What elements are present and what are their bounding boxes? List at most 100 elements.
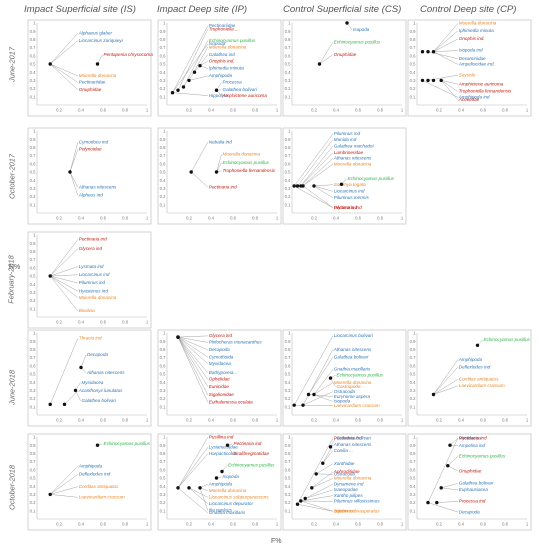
y-tick-label: 0.5 bbox=[160, 62, 166, 67]
y-tick-label: 0.8 bbox=[30, 249, 36, 254]
species-label: Conilia ... bbox=[334, 448, 353, 453]
leader-line bbox=[177, 336, 208, 380]
y-tick-label: 0.7 bbox=[30, 153, 36, 158]
x-tick-label: 0.6 bbox=[480, 418, 486, 423]
y-tick-label: 0.6 bbox=[160, 53, 166, 58]
species-label: Echinocyamus pusillus bbox=[459, 454, 506, 459]
leader-line bbox=[433, 359, 458, 395]
leader-line bbox=[199, 487, 209, 511]
data-point bbox=[314, 472, 318, 476]
leader-line bbox=[427, 438, 459, 503]
x-tick-label: 0.8 bbox=[122, 418, 128, 423]
data-point bbox=[295, 184, 300, 188]
x-tick-label: 0.4 bbox=[78, 522, 84, 527]
leader-line bbox=[433, 51, 458, 65]
panel-frame bbox=[282, 127, 407, 225]
y-tick-label: 0.3 bbox=[160, 186, 166, 191]
species-label: Pentapenia chrysocoma bbox=[104, 52, 154, 57]
y-tick-label: 1 bbox=[288, 21, 291, 26]
y-tick-label: 0.4 bbox=[285, 380, 291, 385]
x-tick-label: 0.2 bbox=[186, 216, 192, 221]
y-tick-label: 0.9 bbox=[410, 443, 416, 448]
y-tick-label: 0.8 bbox=[160, 37, 166, 42]
species-label: Galathea bolivari bbox=[459, 481, 494, 486]
y-tick-label: 0.4 bbox=[160, 178, 166, 183]
leader-line bbox=[308, 357, 333, 395]
species-label: Bathyporeia... bbox=[209, 370, 237, 375]
species-label: Sigalionidae bbox=[209, 392, 234, 397]
x-tick-label: 0.4 bbox=[208, 418, 214, 423]
species-label: Decapoda bbox=[209, 347, 230, 352]
species-label: Amphictene auricoma bbox=[458, 81, 504, 86]
y-tick-label: 0.9 bbox=[30, 29, 36, 34]
species-label: Athanas nitescens bbox=[333, 347, 372, 352]
y-tick-label: 0.8 bbox=[285, 451, 291, 456]
panel-frame bbox=[407, 329, 532, 427]
panel-IS-Oct18: 0.1 0.2 0.3 0.4 0.5 0.6 0.7 0.8 0.9 1 0.2 0.4 0.6 0.8… bbox=[27, 433, 152, 531]
x-tick-label: 0.4 bbox=[208, 108, 214, 113]
panel-CS-Jun17: 0.1 0.2 0.3 0.4 0.5 0.6 0.7 0.8 0.9 1 0.2 0.4 0.6 0.8… bbox=[282, 19, 407, 117]
leader-line bbox=[433, 50, 458, 52]
y-tick-label: 0.9 bbox=[30, 443, 36, 448]
species-label: Alphaeus glaber bbox=[78, 30, 113, 35]
leader-line bbox=[177, 336, 208, 358]
leader-line bbox=[50, 239, 78, 277]
y-tick-label: 0.9 bbox=[285, 29, 291, 34]
species-label: Liocarcinus zariquieyi bbox=[79, 38, 124, 43]
species-label: Moerella donacina bbox=[334, 161, 372, 166]
y-tick-label: 0.6 bbox=[285, 363, 291, 368]
species-label: Echinocyamus pusillus bbox=[348, 176, 395, 181]
species-label: Cymodoce ind bbox=[79, 139, 109, 144]
data-point bbox=[420, 78, 425, 83]
data-point bbox=[181, 85, 186, 89]
y-tick-label: 0.3 bbox=[285, 492, 291, 497]
species-label: Echinocyamus pusillus bbox=[484, 337, 531, 342]
species-label: Bittium ind bbox=[334, 508, 356, 513]
x-tick-label: 1 bbox=[146, 418, 149, 423]
y-tick-label: 0.4 bbox=[160, 70, 166, 75]
y-tick-label: 0.7 bbox=[285, 45, 291, 50]
y-tick-label: 1 bbox=[33, 331, 36, 336]
species-label: Echinocyamus pusillus bbox=[223, 160, 270, 165]
leader-line bbox=[194, 54, 208, 73]
species-label: Moerella donacina bbox=[223, 152, 261, 157]
species-label: Onophis ind. bbox=[459, 36, 485, 41]
x-tick-label: 0.2 bbox=[311, 108, 317, 113]
species-label: Liocarcinus ind bbox=[334, 189, 365, 194]
y-tick-label: 1 bbox=[288, 129, 291, 134]
leader-line bbox=[50, 63, 78, 83]
x-tick-label: 1 bbox=[276, 216, 279, 221]
leader-line bbox=[322, 450, 333, 464]
y-tick-label: 0.8 bbox=[30, 451, 36, 456]
data-point bbox=[299, 499, 303, 503]
y-tick-label: 0.5 bbox=[285, 170, 291, 175]
x-tick-label: 0.4 bbox=[208, 216, 214, 221]
data-point bbox=[176, 335, 180, 339]
x-tick-label: 0.4 bbox=[458, 418, 464, 423]
y-tick-label: 0.9 bbox=[410, 29, 416, 34]
leader-line bbox=[50, 474, 78, 495]
leader-line bbox=[433, 38, 458, 52]
species-label: Alpheus ind bbox=[78, 193, 103, 198]
species-label: Acoetidae bbox=[458, 97, 480, 102]
species-label: Lysmata ind bbox=[79, 264, 104, 269]
data-point bbox=[345, 21, 349, 25]
species-label: Onuphidae bbox=[459, 468, 482, 473]
panel-IP-Jun17: 0.1 0.2 0.3 0.4 0.5 0.6 0.7 0.8 0.9 1 0.2 0.4 0.6 0.8… bbox=[157, 19, 282, 117]
data-point bbox=[295, 502, 300, 506]
species-label: Processa bbox=[223, 80, 243, 85]
species-label: Glycera ind bbox=[334, 205, 358, 210]
y-tick-label: 0.1 bbox=[30, 94, 36, 99]
leader-line bbox=[300, 152, 333, 187]
column-title-cs: Control Superficial site (CS) bbox=[283, 4, 402, 15]
panel-CP-Jun18: 0.1 0.2 0.3 0.4 0.5 0.6 0.7 0.8 0.9 1 0.2 0.4 0.6 0.8… bbox=[407, 329, 532, 427]
leader-line bbox=[191, 141, 208, 173]
panel-frame bbox=[27, 231, 152, 329]
y-tick-label: 0.3 bbox=[285, 186, 291, 191]
y-tick-label: 0.8 bbox=[160, 145, 166, 150]
y-tick-label: 0.2 bbox=[285, 396, 291, 401]
x-tick-label: 0.6 bbox=[480, 108, 486, 113]
leader-line bbox=[427, 502, 458, 513]
leader-line bbox=[50, 275, 78, 312]
data-point bbox=[420, 50, 425, 54]
